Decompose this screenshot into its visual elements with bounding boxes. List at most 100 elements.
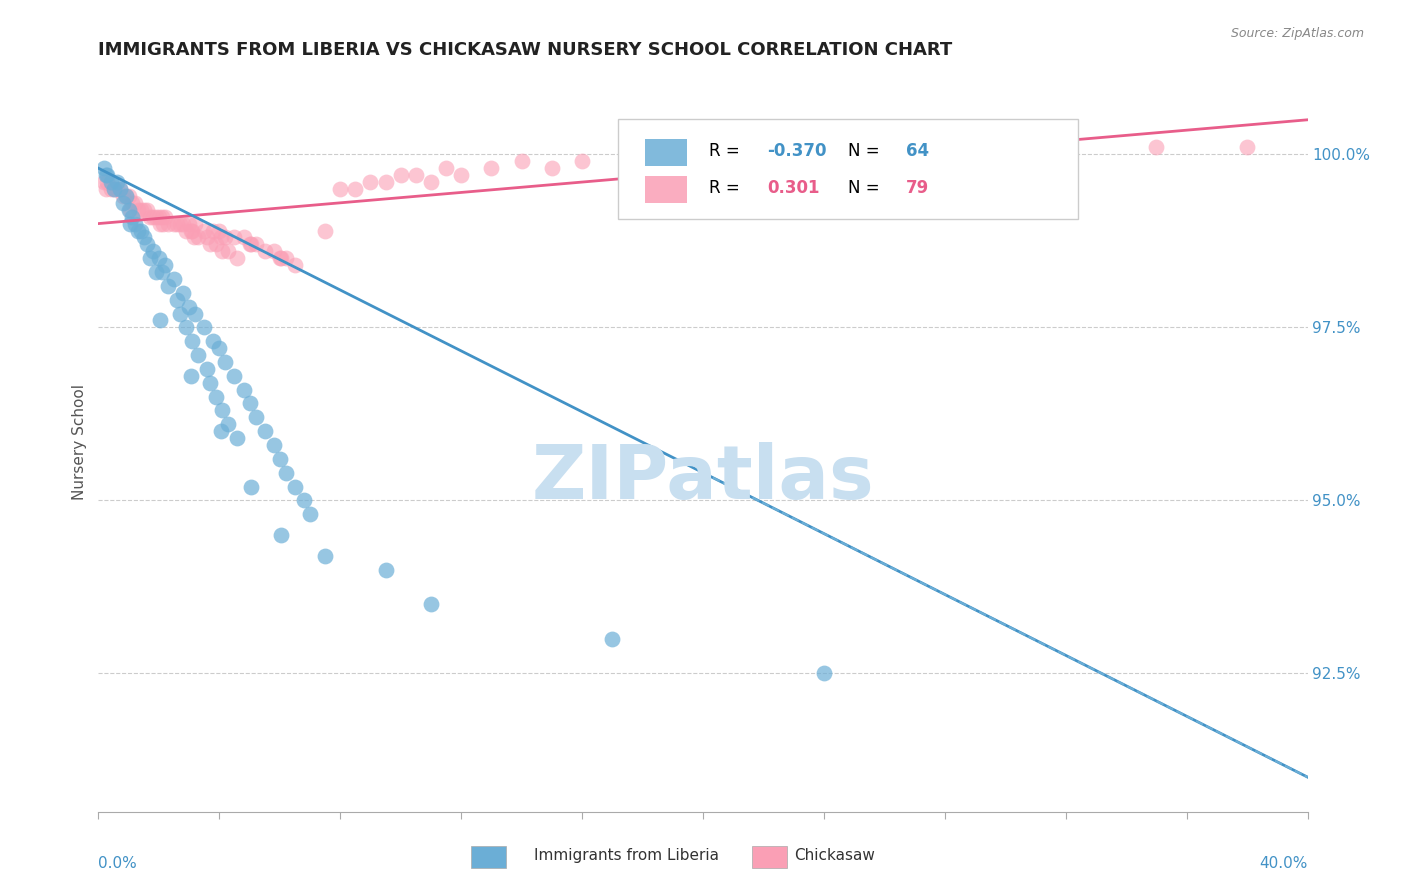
Point [217, 417, 239, 432]
Point [239, 396, 262, 410]
Point [179, 217, 201, 231]
Point [124, 217, 146, 231]
Point [180, 223, 202, 237]
FancyBboxPatch shape [619, 120, 1078, 219]
Text: N =: N = [848, 179, 884, 197]
Point [263, 438, 285, 452]
Point [118, 202, 141, 217]
Point [571, 154, 593, 169]
Point [135, 237, 157, 252]
Point [284, 258, 307, 272]
Text: N =: N = [848, 143, 884, 161]
FancyBboxPatch shape [645, 177, 688, 203]
Point [344, 182, 367, 196]
Text: Chickasaw: Chickasaw [794, 848, 876, 863]
Point [127, 223, 149, 237]
Point [329, 182, 352, 196]
Point [209, 424, 232, 438]
Point [270, 528, 292, 542]
Point [149, 217, 172, 231]
Point [108, 182, 131, 196]
Point [263, 244, 285, 259]
Point [274, 251, 297, 265]
Point [127, 202, 149, 217]
Point [153, 258, 176, 272]
Point [100, 182, 122, 196]
Point [150, 265, 173, 279]
Point [200, 237, 222, 252]
Point [240, 237, 263, 252]
Point [631, 154, 654, 169]
Point [209, 230, 232, 244]
Point [124, 195, 146, 210]
Text: 79: 79 [905, 179, 929, 197]
Point [692, 147, 714, 161]
Point [200, 376, 222, 390]
Point [211, 244, 233, 259]
Point [121, 195, 143, 210]
Text: Immigrants from Liberia: Immigrants from Liberia [534, 848, 720, 863]
Point [299, 507, 322, 521]
Point [142, 244, 165, 259]
Point [240, 479, 263, 493]
Point [232, 383, 254, 397]
Text: 0.0%: 0.0% [98, 856, 138, 871]
Point [139, 251, 162, 265]
Point [217, 244, 239, 259]
Point [239, 237, 262, 252]
Point [152, 217, 174, 231]
Point [172, 217, 194, 231]
Point [374, 563, 396, 577]
Point [202, 334, 225, 349]
Point [284, 479, 307, 493]
Point [166, 217, 188, 231]
Point [510, 154, 533, 169]
Point [274, 466, 297, 480]
Point [994, 144, 1017, 158]
Text: 40.0%: 40.0% [1260, 856, 1308, 871]
Point [193, 223, 215, 237]
Point [420, 175, 443, 189]
Point [187, 230, 209, 244]
Point [94, 182, 117, 196]
Text: 0.301: 0.301 [768, 179, 820, 197]
Text: R =: R = [709, 143, 745, 161]
Point [150, 210, 173, 224]
Point [174, 320, 197, 334]
Point [844, 147, 866, 161]
Point [540, 161, 562, 176]
Point [169, 306, 191, 320]
Point [253, 424, 276, 438]
Point [100, 175, 122, 189]
Point [374, 175, 396, 189]
Point [145, 210, 167, 224]
Point [118, 189, 141, 203]
Text: IMMIGRANTS FROM LIBERIA VS CHICKASAW NURSERY SCHOOL CORRELATION CHART: IMMIGRANTS FROM LIBERIA VS CHICKASAW NUR… [98, 41, 953, 59]
Point [156, 217, 179, 231]
Point [129, 202, 152, 217]
Point [103, 182, 125, 196]
Point [132, 202, 155, 217]
Point [269, 251, 291, 265]
Point [214, 230, 236, 244]
Point [120, 202, 142, 217]
Point [181, 334, 204, 349]
FancyBboxPatch shape [645, 139, 688, 166]
Point [245, 410, 267, 425]
Point [224, 230, 246, 244]
Point [405, 168, 427, 182]
Point [148, 210, 170, 224]
Point [179, 300, 201, 314]
Point [93, 161, 115, 176]
Point [602, 632, 624, 646]
Point [269, 451, 291, 466]
Point [121, 210, 143, 224]
Point [187, 348, 209, 362]
Point [172, 285, 194, 300]
Point [813, 666, 835, 681]
Point [292, 493, 315, 508]
Point [174, 223, 197, 237]
Point [270, 251, 292, 265]
Text: ZIPatlas: ZIPatlas [531, 442, 875, 515]
Point [93, 175, 115, 189]
